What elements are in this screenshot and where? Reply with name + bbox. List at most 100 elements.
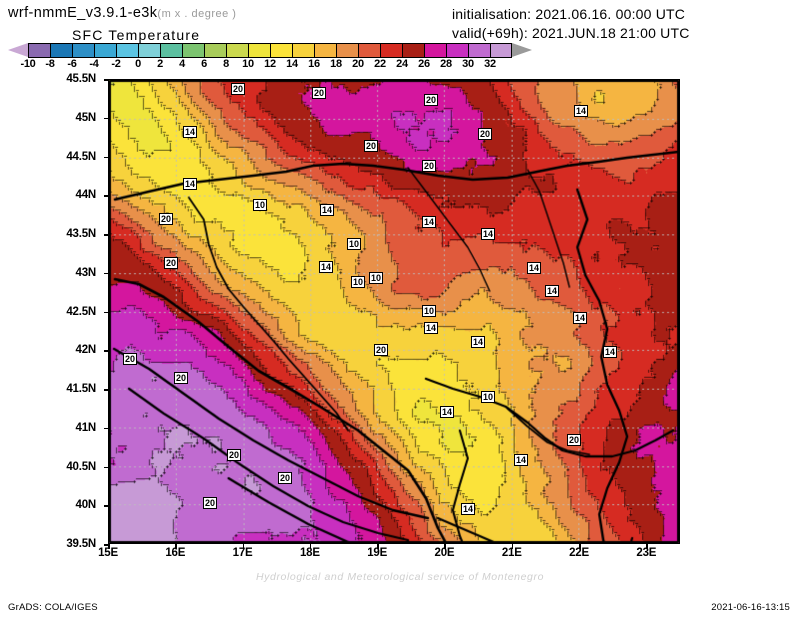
longitude-tick-label: 15E [98,547,118,559]
longitude-tick-label: 18E [299,547,320,559]
colorbar-tick: 28 [440,58,452,70]
contour-label: 14 [182,126,198,138]
contour-label: 20 [477,128,493,140]
colorbar-over-arrow-icon [512,43,532,57]
latitude-tick-label: 44.5N [66,150,96,163]
latitude-tick-mark [104,427,109,430]
grads-tag: GrADS: COLA/IGES [8,602,98,613]
longitude-tick-mark [377,544,379,549]
colorbar-tick: 2 [157,58,163,70]
colorbar-cell [50,43,72,58]
colorbar-tick-labels: -10 -8 -6 -4 -2 0 2 4 6 8 10 12 14 16 18 20 22 24 26 28 30 32 [6,58,497,71]
colorbar-tick: 22 [374,58,386,70]
colorbar-tick: -10 [20,58,36,70]
latitude-tick-mark [104,195,109,197]
contour-label: 14 [572,312,588,324]
contour-label: 20 [277,472,293,484]
colorbar-tick: -8 [45,58,55,70]
temperature-field-canvas [109,80,679,543]
colorbar-cell [292,43,314,58]
colorbar-cell [314,43,336,58]
colorbar: -10 -8 -6 -4 -2 0 2 4 6 8 10 12 14 16 18 20 22 24 26 28 30 32 [6,43,532,71]
contour-label: 10 [421,305,437,317]
latitude-tick-mark [104,311,109,313]
contour-label: 20 [311,87,327,99]
colorbar-tick: -4 [89,58,99,70]
latitude-tick-label: 44N [75,189,97,202]
contour-label: 14 [470,336,486,348]
latitude-tick-label: 40N [75,499,97,512]
contour-label: 10 [368,272,384,284]
contour-label: 14 [318,261,334,273]
colorbar-tick: 26 [418,58,430,70]
contour-label: 20 [230,83,246,95]
contour-label: 14 [602,346,618,358]
colorbar-swatches [28,43,512,58]
latitude-tick-label: 40.5N [66,460,96,473]
contour-label: 20 [173,372,189,384]
latitude-tick-mark [104,272,109,275]
colorbar-tick: 6 [201,58,207,70]
colorbar-cell [182,43,204,58]
colorbar-cell [248,43,270,58]
colorbar-tick: 0 [135,58,141,70]
latitude-tick-label: 42N [75,344,97,357]
latitude-tick-mark [104,117,109,120]
colorbar-cell [138,43,160,58]
contour-label: 14 [182,178,198,190]
colorbar-cell [424,43,446,58]
latitude-tick-mark [104,156,109,158]
longitude-tick-label: 19E [367,547,388,559]
contour-label: 10 [346,238,362,250]
latitude-tick-label: 41.5N [66,383,96,395]
colorbar-cell [270,43,292,58]
contour-label: 10 [480,391,496,403]
latitude-tick-label: 42.5N [66,305,96,318]
colorbar-cell [72,43,94,58]
contour-label: 20 [423,94,439,106]
longitude-tick-mark [511,544,514,549]
model-title: wrf-nmmE_v3.9.1-e3k(m x . degree ) [8,5,236,21]
colorbar-tick: 16 [308,58,320,70]
colorbar-tick: 14 [286,58,298,70]
colorbar-cell [402,43,424,58]
contour-label: 14 [423,322,439,334]
model-units: (m x . degree ) [157,8,237,20]
longitude-tick-label: 16E [165,547,186,559]
colorbar-cell [204,43,226,58]
contour-label: 14 [480,228,496,240]
longitude-tick-mark [242,544,245,549]
colorbar-cell [468,43,490,58]
contour-label: 14 [544,285,560,297]
contour-label: 20 [163,257,179,269]
longitude-tick-mark [646,544,648,549]
latitude-tick-mark [104,505,109,507]
longitude-tick-mark [579,544,581,549]
contour-label: 14 [439,406,455,418]
initialisation-time: initialisation: 2021.06.16. 00:00 UTC [452,6,686,22]
contour-label: 14 [319,204,335,216]
contour-label: 14 [573,105,589,117]
colorbar-cell [490,43,512,58]
latitude-tick-label: 45N [75,111,97,124]
latitude-tick-label: 39.5N [66,538,96,550]
contour-label: 14 [526,262,542,274]
colorbar-cell [358,43,380,58]
colorbar-cell [28,43,50,58]
longitude-tick-mark [309,544,312,549]
latitude-tick-label: 45.5N [66,73,96,85]
latitude-axis: 45.5N 45N 44.5N 44N 43.5N 43N 42.5N 42N 41.5N 41N… [28,73,104,550]
latitude-tick-mark [104,544,109,546]
valid-time: valid(+69h): 2021.JUN.18 21:00 UTC [452,25,690,41]
colorbar-cell [160,43,182,58]
colorbar-tick: 32 [484,58,496,70]
colorbar-cell [116,43,138,58]
longitude-tick-mark [444,544,446,549]
longitude-axis: 15E 16E 17E 18E 19E 20E 21E 22E 23E [98,547,680,563]
longitude-tick-label: 21E [501,547,522,559]
page-title: SFC Temperature [72,27,201,43]
colorbar-tick: 4 [179,58,185,70]
colorbar-tick: -2 [111,58,121,70]
colorbar-tick: 30 [462,58,474,70]
longitude-tick-label: 23E [636,547,657,559]
